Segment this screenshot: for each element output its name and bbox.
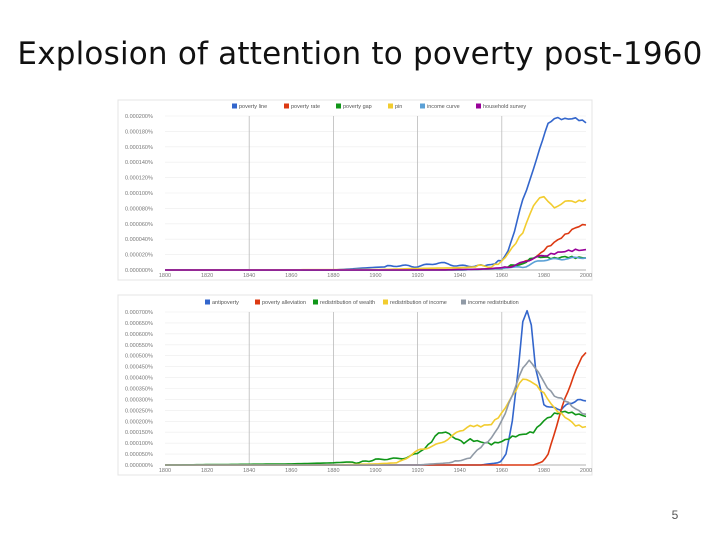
x-tick-label: 1860 xyxy=(285,468,297,474)
legend-swatch xyxy=(461,299,466,305)
x-tick-label: 1820 xyxy=(201,468,213,474)
y-tick-label: 0.000600% xyxy=(125,332,153,338)
y-tick-label: 0.000500% xyxy=(125,354,153,360)
legend-swatch xyxy=(205,299,210,305)
x-tick-label: 1840 xyxy=(243,273,255,279)
legend-swatch xyxy=(388,103,393,109)
x-tick-label: 1840 xyxy=(243,468,255,474)
y-tick-label: 0.000000% xyxy=(125,463,153,469)
y-tick-label: 0.000650% xyxy=(125,321,153,327)
x-tick-label: 1980 xyxy=(538,468,550,474)
x-tick-label: 1940 xyxy=(454,468,466,474)
y-tick-label: 0.000040% xyxy=(125,237,153,243)
x-tick-label: 1860 xyxy=(285,273,297,279)
slide-title: Explosion of attention to poverty post-1… xyxy=(17,36,703,72)
legend-label: poverty line xyxy=(239,104,267,110)
legend-label: pin xyxy=(395,104,402,110)
x-tick-label: 1980 xyxy=(538,273,550,279)
page-number: 5 xyxy=(671,508,679,522)
legend-label: poverty rate xyxy=(291,104,320,110)
legend-swatch xyxy=(476,103,481,109)
x-tick-label: 1940 xyxy=(454,273,466,279)
x-tick-label: 1800 xyxy=(159,273,171,279)
x-tick-label: 1820 xyxy=(201,273,213,279)
legend-swatch xyxy=(255,299,260,305)
legend-label: household survey xyxy=(483,104,526,110)
x-tick-label: 1900 xyxy=(369,273,381,279)
legend-label: redistribution of wealth xyxy=(320,300,375,306)
series-line xyxy=(165,359,587,466)
y-tick-label: 0.000200% xyxy=(125,419,153,425)
legend-label: redistribution of income xyxy=(390,300,447,306)
x-tick-label: 2000 xyxy=(580,468,592,474)
y-tick-label: 0.000080% xyxy=(125,206,153,212)
x-tick-label: 1800 xyxy=(159,468,171,474)
y-tick-label: 0.000350% xyxy=(125,387,153,393)
y-tick-label: 0.000000% xyxy=(125,268,153,274)
x-tick-label: 1920 xyxy=(411,273,423,279)
y-tick-label: 0.000200% xyxy=(125,114,153,120)
y-tick-label: 0.000100% xyxy=(125,441,153,447)
legend-swatch xyxy=(284,103,289,109)
y-tick-label: 0.000120% xyxy=(125,176,153,182)
y-tick-label: 0.000250% xyxy=(125,408,153,414)
y-tick-label: 0.000050% xyxy=(125,452,153,458)
y-tick-label: 0.000100% xyxy=(125,191,153,197)
chart-frame xyxy=(117,99,593,281)
y-tick-label: 0.000060% xyxy=(125,222,153,228)
x-tick-label: 1880 xyxy=(327,468,339,474)
y-tick-label: 0.000140% xyxy=(125,160,153,166)
chart-frame xyxy=(117,294,593,476)
x-tick-label: 1960 xyxy=(496,273,508,279)
legend-label: poverty alleviation xyxy=(262,300,306,306)
legend-label: income redistribution xyxy=(468,300,519,306)
y-tick-label: 0.000150% xyxy=(125,430,153,436)
x-tick-label: 1900 xyxy=(369,468,381,474)
x-tick-label: 1920 xyxy=(411,468,423,474)
y-tick-label: 0.000550% xyxy=(125,343,153,349)
y-tick-label: 0.000160% xyxy=(125,145,153,151)
legend-label: antipoverty xyxy=(212,300,239,306)
y-tick-label: 0.000300% xyxy=(125,397,153,403)
legend-label: income curve xyxy=(427,104,460,110)
legend-swatch xyxy=(232,103,237,109)
legend-label: poverty gap xyxy=(343,104,372,110)
y-tick-label: 0.000020% xyxy=(125,253,153,259)
legend-swatch xyxy=(336,103,341,109)
ngram-chart-top: 0.000000% 0.000020% 0.000040% 0.000060% 0.00… xyxy=(117,99,593,281)
y-tick-label: 0.000700% xyxy=(125,310,153,316)
legend-swatch xyxy=(313,299,318,305)
y-tick-label: 0.000400% xyxy=(125,376,153,382)
x-tick-label: 1880 xyxy=(327,273,339,279)
legend-swatch xyxy=(420,103,425,109)
x-tick-label: 2000 xyxy=(580,273,592,279)
legend-swatch xyxy=(383,299,388,305)
y-tick-label: 0.000180% xyxy=(125,129,153,135)
series-line xyxy=(165,248,587,271)
y-tick-label: 0.000450% xyxy=(125,365,153,371)
ngram-chart-bottom: 0.000000% 0.000050% 0.000100% 0.000150% 0.00… xyxy=(117,294,593,476)
x-tick-label: 1960 xyxy=(496,468,508,474)
